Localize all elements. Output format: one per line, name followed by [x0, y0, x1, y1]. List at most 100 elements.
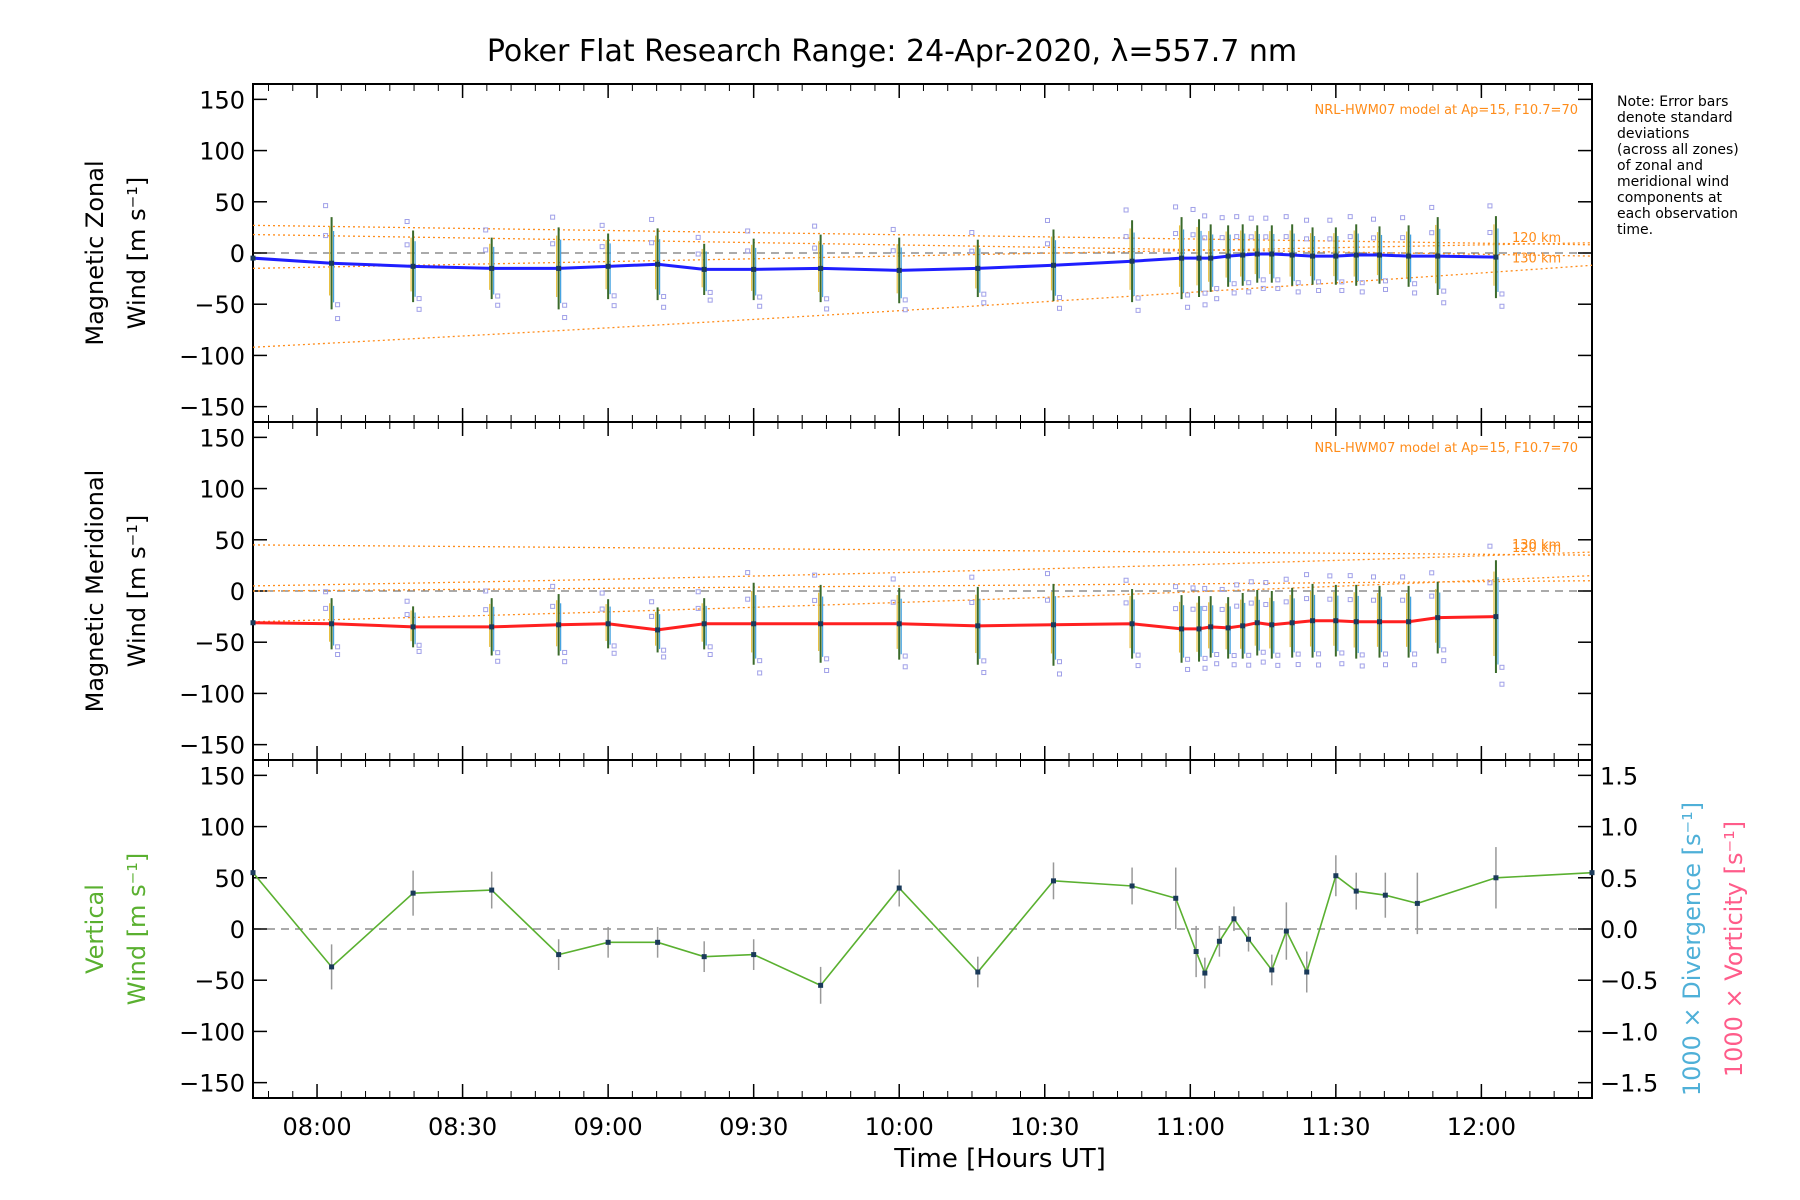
data-point	[1353, 888, 1359, 894]
zone-marker	[1173, 584, 1179, 590]
zone-marker	[1429, 230, 1435, 236]
y-tick-label: −150	[179, 394, 245, 422]
zone-marker	[824, 656, 830, 662]
zone-marker	[1202, 235, 1208, 241]
y-tick-label: −50	[194, 629, 245, 657]
data-point	[1208, 255, 1214, 261]
zone-marker	[611, 650, 617, 656]
note-line: deviations	[1617, 126, 1689, 142]
zone-marker	[1234, 582, 1240, 588]
zone-marker	[1371, 216, 1377, 222]
zone-marker	[1316, 662, 1322, 668]
zone-marker	[1295, 662, 1301, 668]
data-point	[1377, 619, 1383, 625]
x-tick-label: 11:30	[1301, 1113, 1370, 1141]
zone-marker	[323, 203, 329, 209]
zone-marker	[335, 316, 341, 322]
model-curve-label: 120 km	[1512, 541, 1561, 556]
zone-marker	[1263, 580, 1269, 586]
data-point	[329, 621, 335, 627]
zone-marker	[1441, 658, 1447, 664]
y-axis-title-line2: Wind [m s⁻¹]	[123, 515, 151, 667]
data-point	[250, 620, 256, 626]
zone-marker	[890, 226, 896, 232]
data-point	[701, 954, 707, 960]
zone-marker	[1234, 214, 1240, 220]
zone-marker	[404, 598, 410, 604]
data-point	[1310, 618, 1316, 624]
zone-marker	[1202, 605, 1208, 611]
x-tick-label: 08:30	[428, 1113, 497, 1141]
zone-marker	[695, 589, 701, 595]
zone-marker	[1441, 300, 1447, 306]
zone-marker	[1219, 586, 1225, 592]
zone-marker	[757, 658, 763, 664]
zone-marker	[1347, 214, 1353, 220]
data-point	[751, 621, 757, 627]
zone-marker	[1185, 292, 1191, 298]
data-point	[1493, 614, 1499, 620]
zone-marker	[812, 223, 818, 229]
zone-marker	[661, 294, 667, 300]
data-point	[1196, 255, 1202, 261]
data-point	[1353, 619, 1359, 625]
zone-marker	[1044, 571, 1050, 577]
zone-marker	[1260, 285, 1266, 291]
data-point	[896, 885, 902, 891]
zone-marker	[1295, 651, 1301, 657]
zone-marker	[416, 642, 422, 648]
y-tick-label: 50	[214, 527, 245, 555]
zone-marker	[902, 297, 908, 303]
data-point	[250, 255, 256, 261]
zone-marker	[1295, 289, 1301, 295]
zone-marker	[1202, 585, 1208, 591]
y-tick-label: 150	[199, 86, 245, 114]
data-point	[896, 621, 902, 627]
zone-marker	[1441, 647, 1447, 653]
data-point	[410, 624, 416, 630]
zone-marker	[1283, 599, 1289, 605]
zone-marker	[890, 576, 896, 582]
zone-marker	[1499, 303, 1505, 309]
right-axis-title-vorticity: 1000 × Vorticity [s⁻¹]	[1720, 821, 1748, 1077]
data-point	[1240, 623, 1246, 629]
zone-marker	[1219, 215, 1225, 221]
zone-marker	[1412, 281, 1418, 287]
data-point	[1377, 252, 1383, 258]
data-point	[1435, 253, 1441, 259]
zone-marker	[1263, 215, 1269, 221]
data-point	[489, 265, 495, 271]
zone-marker	[812, 597, 818, 603]
data-point	[410, 263, 416, 269]
zone-marker	[1327, 573, 1333, 579]
zone-marker	[483, 607, 489, 613]
data-point	[1240, 252, 1246, 258]
zone-marker	[599, 222, 605, 228]
zone-marker	[1173, 231, 1179, 237]
data-point	[1216, 938, 1222, 944]
y-tick-label: −100	[179, 680, 245, 708]
data-point	[1269, 622, 1275, 628]
panel-zonal: 150 100 50 0 −50 −100 −150 Magnetic Zonal Wind […	[81, 83, 1593, 423]
data-point	[1050, 878, 1056, 884]
data-point	[1269, 967, 1275, 973]
data-point	[1129, 883, 1135, 889]
zone-marker	[902, 664, 908, 670]
data-point	[1289, 252, 1295, 258]
zone-marker	[1339, 661, 1345, 667]
zone-marker	[1185, 656, 1191, 662]
data-point	[1208, 624, 1214, 630]
zone-marker	[483, 247, 489, 253]
zone-marker	[599, 606, 605, 612]
data-point	[1269, 251, 1275, 257]
right-y-tick-label: 0.0	[1600, 916, 1638, 944]
zone-marker	[981, 291, 987, 297]
zone-marker	[1359, 652, 1365, 658]
zone-marker	[483, 227, 489, 233]
zone-marker	[562, 315, 568, 321]
zone-marker	[707, 289, 713, 295]
x-tick-label: 09:00	[574, 1113, 643, 1141]
zone-marker	[661, 647, 667, 653]
data-point	[1414, 900, 1420, 906]
zone-marker	[981, 670, 987, 676]
